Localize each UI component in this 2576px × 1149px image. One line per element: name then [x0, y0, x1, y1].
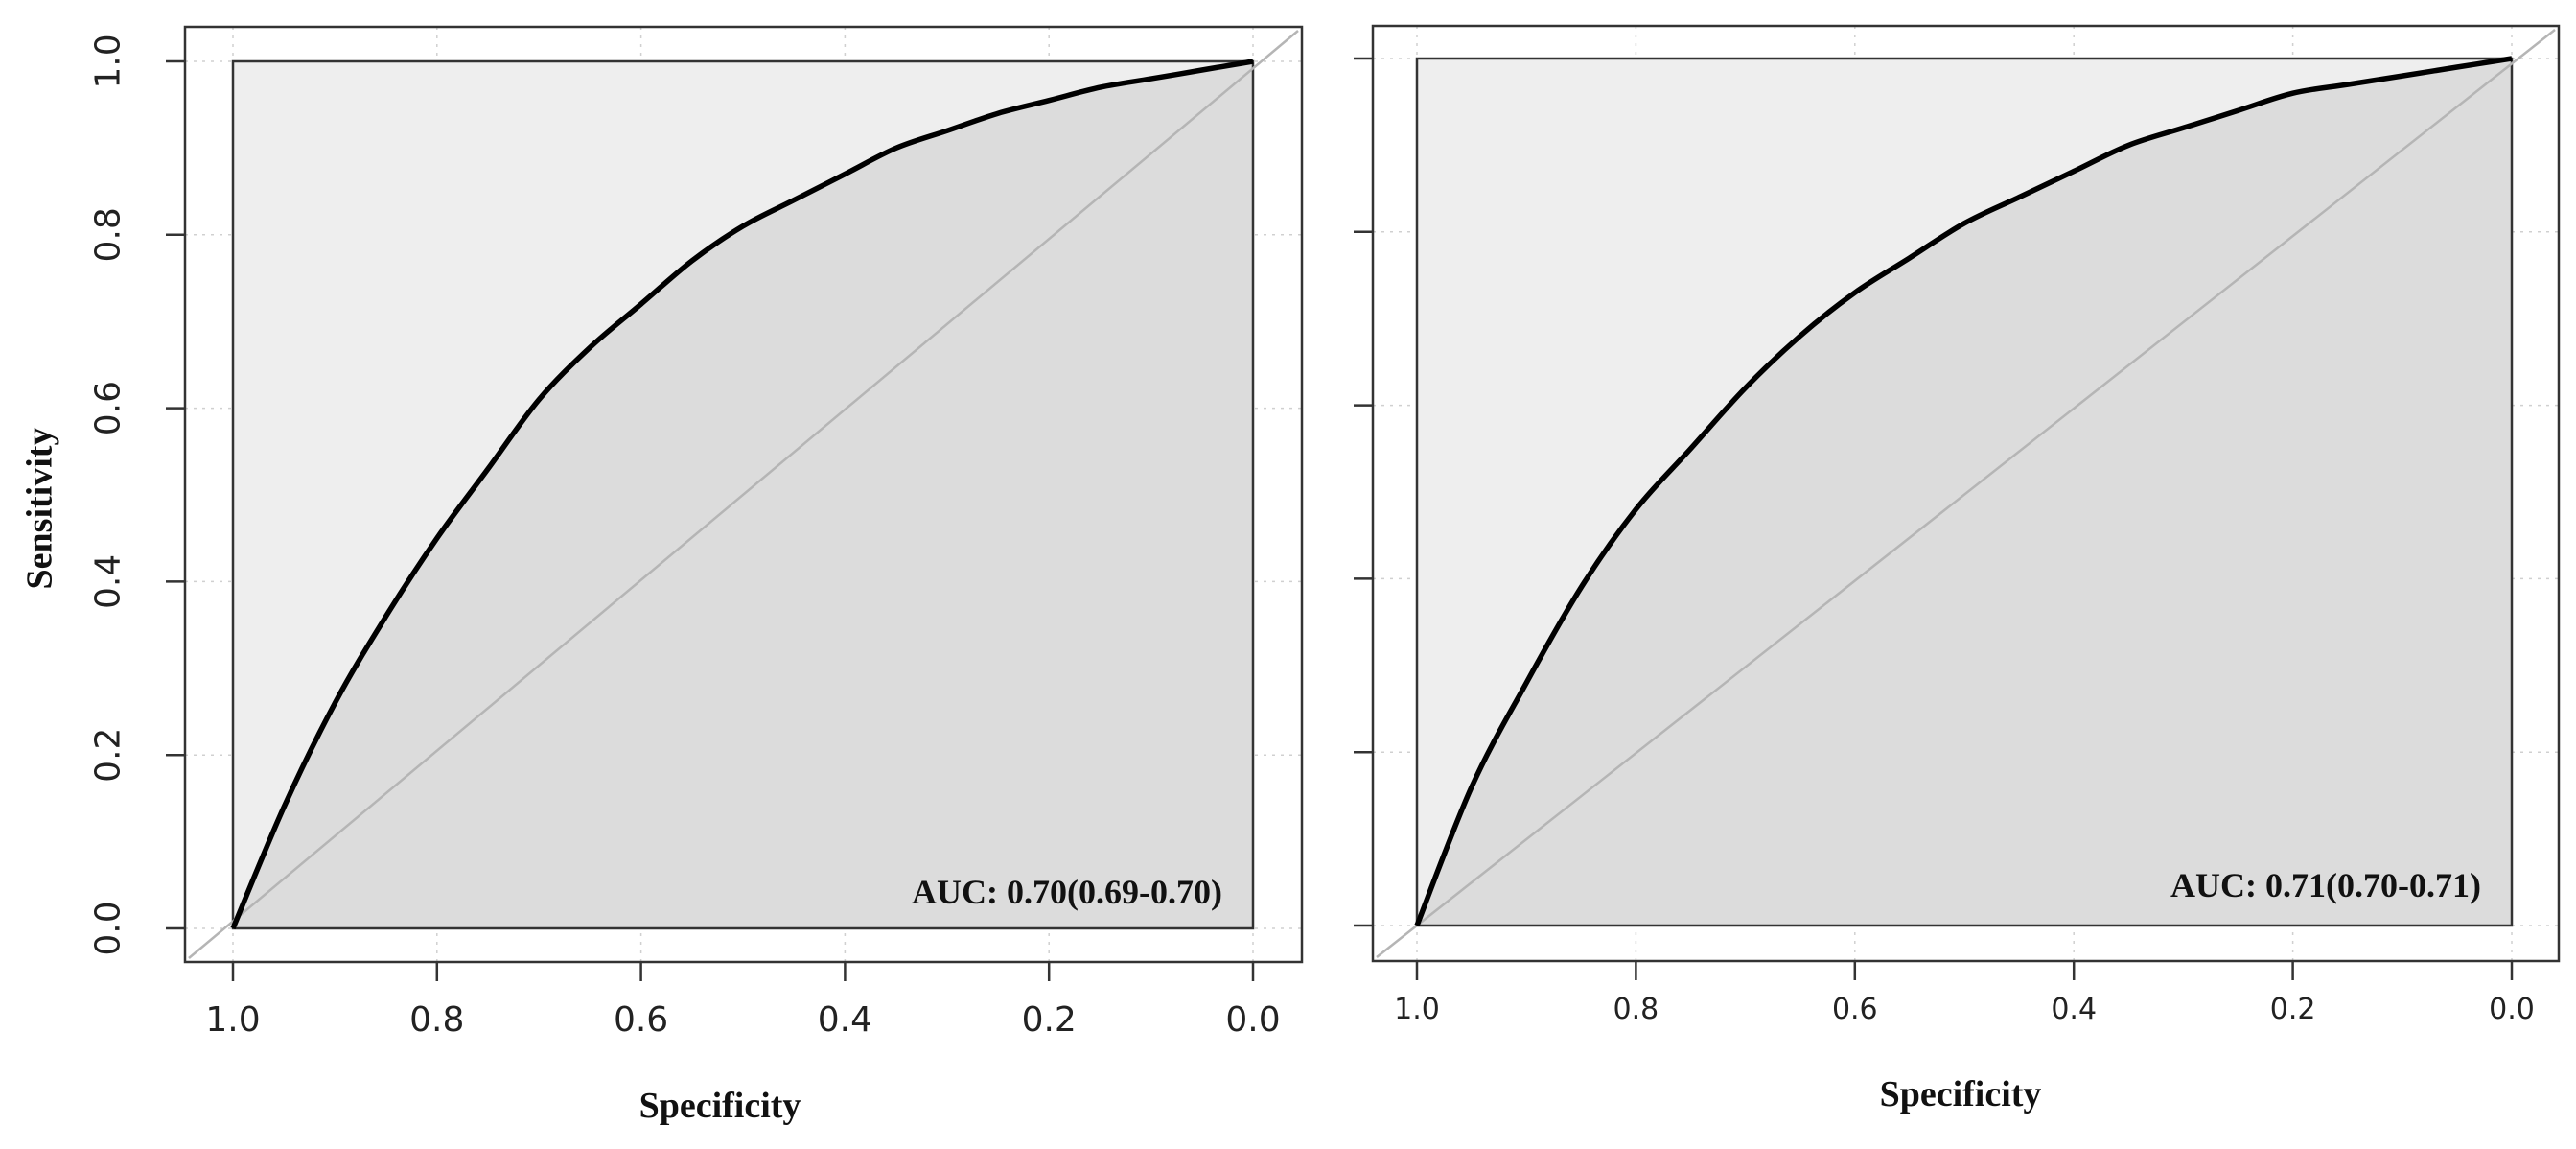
auc-annotation: AUC: 0.71(0.70-0.71) [2170, 866, 2481, 904]
x-tick-label: 0.0 [1225, 1000, 1280, 1040]
chance-diagonal [188, 30, 1299, 959]
x-tick-label: 0.0 [2489, 993, 2535, 1026]
plot-border [231, 59, 1255, 930]
y-tick-label: 0.2 [89, 728, 128, 783]
plot-border [1415, 57, 2514, 927]
y-tick-label: 0.6 [89, 381, 128, 435]
roc-curve [230, 59, 1254, 930]
x-tick-label: 0.6 [614, 1000, 668, 1040]
y-tick-label: 1.0 [89, 34, 128, 88]
y-tick-label: 0.0 [89, 901, 128, 955]
roc-panel-right: 1.0 0.8 0.6 0.4 0.2 0.0 Specificity AUC: 0.71(0… [1354, 24, 2561, 1114]
x-tick-label: 0.8 [1613, 993, 1659, 1026]
roc-curve [1414, 56, 2513, 927]
x-tick-label: 1.0 [1394, 993, 1440, 1026]
outer-frame [1371, 24, 2561, 963]
x-tick-label: 1.0 [205, 1000, 260, 1040]
x-tick-label: 0.4 [2051, 993, 2097, 1026]
x-axis-title: Specificity [639, 1086, 801, 1126]
x-tick-label: 0.2 [2270, 993, 2316, 1026]
x-axis-title: Specificity [1880, 1074, 2042, 1114]
x-tick-label: 0.6 [1832, 993, 1878, 1026]
y-tick-label: 0.8 [89, 207, 128, 262]
chance-diagonal [1376, 29, 2556, 958]
x-tick-label: 0.4 [818, 1000, 872, 1040]
x-tick-label: 0.2 [1022, 1000, 1077, 1040]
x-tick-label: 0.8 [409, 1000, 464, 1040]
auc-annotation: AUC: 0.70(0.69-0.70) [912, 873, 1222, 911]
y-axis-title: Sensitivity [19, 428, 59, 590]
outer-frame [183, 25, 1304, 964]
roc-panel-left: 1.0 0.8 0.6 0.4 0.2 0.0 0.0 0.2 0.4 0.6 0.8 1.0 Spec… [19, 25, 1304, 1126]
y-tick-label: 0.4 [89, 554, 128, 609]
